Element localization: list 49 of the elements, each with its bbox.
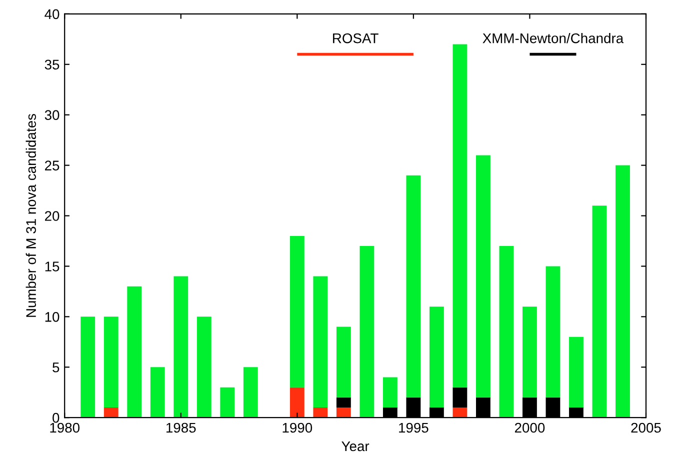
- bar: [336, 408, 351, 418]
- bar: [546, 266, 560, 398]
- bar: [452, 387, 468, 408]
- bar: [220, 387, 235, 418]
- bar: [290, 236, 304, 388]
- bar: [196, 316, 212, 418]
- x-tick-label: 2000: [514, 422, 545, 433]
- y-tick-label: 20: [44, 211, 60, 221]
- x-tick-label: 2005: [631, 422, 661, 433]
- bar: [243, 367, 258, 418]
- bar: [80, 316, 96, 418]
- x-tick-label: 1985: [166, 422, 196, 433]
- annotation: ROSAT: [333, 33, 378, 44]
- y-tick-label: 5: [52, 362, 60, 372]
- bar: [336, 397, 351, 408]
- bar: [313, 276, 328, 408]
- bar: [150, 367, 165, 418]
- bar: [499, 246, 514, 418]
- x-tick-label: 1990: [282, 422, 312, 433]
- bar: [174, 276, 188, 418]
- y-tick-label: 35: [44, 60, 60, 70]
- annotation: XMM-Newton/Chandra: [482, 33, 624, 44]
- bar: [336, 326, 351, 398]
- y-tick-label: 25: [44, 160, 60, 170]
- bar: [290, 387, 304, 418]
- bar: [127, 286, 142, 418]
- bar: [104, 408, 118, 418]
- bar: [406, 175, 421, 398]
- bar: [452, 44, 468, 388]
- bar: [616, 165, 630, 418]
- bar: [382, 377, 398, 408]
- bar: [452, 408, 468, 418]
- bar: [522, 306, 537, 398]
- bar: [476, 155, 490, 398]
- y-tick-label: 30: [44, 110, 60, 120]
- y-tick-label: 40: [44, 9, 60, 20]
- bar: [313, 408, 328, 418]
- bar: [569, 336, 584, 408]
- y-tick-label: 0: [52, 412, 60, 423]
- y-tick-label: 10: [45, 312, 60, 322]
- bar: [104, 316, 118, 408]
- x-tick-label: 1980: [50, 422, 80, 433]
- x-axis-title: Year: [342, 441, 370, 452]
- x-tick-label: 1995: [399, 422, 428, 433]
- bar: [592, 206, 607, 418]
- bar: [429, 306, 444, 408]
- bar: [360, 246, 374, 418]
- y-tick-label: 15: [45, 262, 60, 272]
- y-axis-title: Number of M 31 nova candidates: [26, 114, 36, 317]
